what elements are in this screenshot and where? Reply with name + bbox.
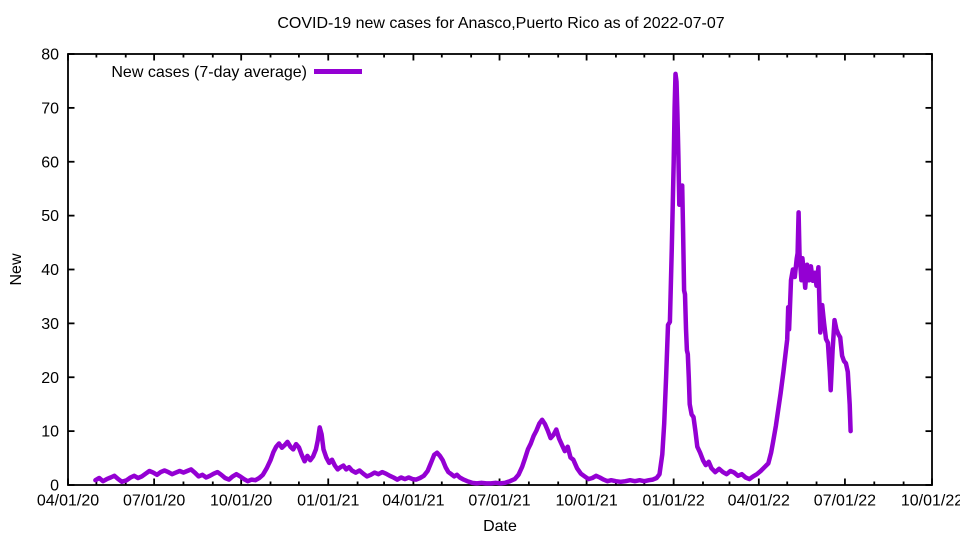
x-tick-label: 10/01/22 (901, 493, 960, 510)
y-tick-label: 50 (41, 208, 59, 225)
y-tick-label: 0 (50, 478, 59, 495)
x-tick-label: 07/01/22 (814, 493, 876, 510)
x-tick-label: 07/01/21 (468, 493, 530, 510)
y-tick-label: 40 (41, 262, 59, 279)
y-tick-label: 20 (41, 370, 59, 387)
x-axis-label: Date (483, 518, 517, 535)
y-tick-label: 60 (41, 154, 59, 171)
x-tick-label: 10/01/21 (555, 493, 617, 510)
x-tick-label: 01/01/21 (297, 493, 359, 510)
x-tick-label: 04/01/22 (728, 493, 790, 510)
chart-title: COVID-19 new cases for Anasco,Puerto Ric… (277, 15, 724, 32)
x-tick-label: 01/01/22 (643, 493, 705, 510)
series-line (93, 71, 853, 486)
legend-label: New cases (7-day average) (111, 64, 307, 81)
y-axis-label: New (8, 253, 25, 285)
legend: New cases (7-day average) (111, 64, 362, 81)
x-tick-label: 04/01/21 (382, 493, 444, 510)
y-tick-label: 10 (41, 424, 59, 441)
y-tick-label: 30 (41, 316, 59, 333)
x-tick-label: 07/01/20 (123, 493, 185, 510)
y-tick-label: 80 (41, 47, 59, 64)
axis-tick-labels: 04/01/20 07/01/20 10/01/20 01/01/21 04/01/21… (37, 47, 960, 510)
y-tick-label: 70 (41, 100, 59, 117)
data-series (93, 71, 853, 486)
x-tick-label: 10/01/20 (210, 493, 272, 510)
x-tick-label: 04/01/20 (37, 493, 99, 510)
